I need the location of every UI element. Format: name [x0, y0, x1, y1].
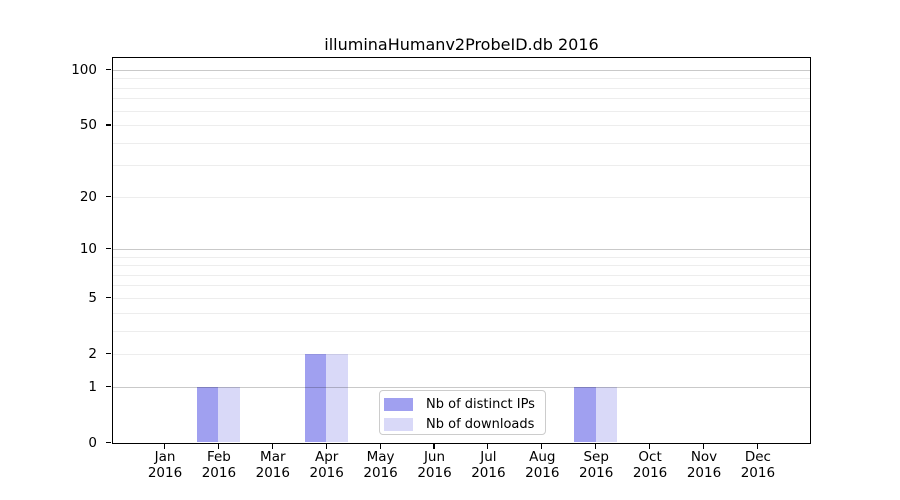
x-tick-label: Apr 2016: [292, 449, 362, 481]
bar-downloads-apr: [326, 353, 348, 443]
y-tick-label: 50: [79, 117, 97, 134]
y-gridline-minor: [112, 265, 810, 267]
x-tick-year: 2016: [525, 464, 560, 481]
x-tick-year: 2016: [201, 464, 237, 481]
x-tick: [487, 444, 489, 449]
y-tick: [106, 353, 111, 355]
y-tick-label: 0: [88, 434, 97, 451]
x-tick-year: 2016: [255, 464, 290, 481]
distinct-ips-label: Nb of distinct IPs: [426, 397, 535, 412]
x-tick-label: Mar 2016: [238, 449, 308, 481]
x-tick: [271, 444, 273, 449]
bar-downloads-sep: [595, 386, 618, 443]
x-tick-year: 2016: [417, 464, 452, 481]
x-tick-month: Sep: [583, 449, 609, 465]
x-tick: [217, 444, 219, 449]
x-tick: [756, 444, 758, 449]
x-tick: [541, 444, 543, 449]
y-gridline-major: [112, 386, 810, 388]
bar-downloads-feb: [218, 386, 240, 443]
legend-item-downloads: Nb of downloads: [380, 416, 545, 433]
x-tick-label: Sep 2016: [561, 449, 631, 481]
legend-item-distinct-ips: Nb of distinct IPs: [380, 396, 545, 413]
x-tick-label: Jan 2016: [130, 449, 200, 481]
y-tick-label: 20: [79, 188, 97, 205]
y-gridline-major: [112, 248, 810, 250]
x-tick-month: Oct: [638, 449, 662, 465]
x-tick-label: Oct 2016: [615, 449, 685, 481]
y-tick: [106, 196, 111, 198]
x-tick-year: 2016: [309, 464, 344, 481]
y-tick-label: 5: [88, 289, 97, 306]
bar-distinct-ips-feb: [196, 386, 219, 443]
x-tick-month: Nov: [690, 449, 718, 465]
x-tick-label: Jul 2016: [453, 449, 523, 481]
y-gridline-minor: [112, 142, 810, 144]
y-gridline-minor: [112, 285, 810, 287]
x-tick: [595, 444, 597, 449]
x-tick-label: Jun 2016: [400, 449, 470, 481]
x-tick-year: 2016: [147, 464, 183, 481]
y-gridline-minor: [112, 196, 810, 198]
bar-distinct-ips-apr: [304, 353, 327, 443]
x-tick: [379, 444, 381, 449]
x-tick: [163, 444, 166, 449]
downloads-label: Nb of downloads: [426, 417, 535, 432]
y-gridline-major: [112, 69, 810, 71]
bar-distinct-ips-sep: [574, 386, 596, 443]
downloads-swatch: [384, 418, 413, 431]
x-tick-month: Aug: [529, 449, 556, 465]
x-tick: [433, 444, 435, 449]
x-tick-month: Jun: [423, 449, 446, 465]
x-tick-year: 2016: [471, 464, 506, 481]
x-tick: [702, 444, 705, 449]
x-tick-label: Aug 2016: [507, 449, 577, 481]
y-tick-label: 2: [88, 345, 97, 362]
x-tick-month: Jul: [480, 449, 497, 465]
x-tick-year: 2016: [686, 464, 722, 481]
y-gridline-minor: [112, 125, 810, 127]
y-gridline-minor: [112, 256, 810, 258]
x-tick-month: May: [366, 449, 395, 465]
x-tick-month: Apr: [315, 449, 339, 465]
y-gridline-minor: [112, 274, 810, 276]
y-tick: [106, 248, 111, 250]
y-gridline-minor: [112, 165, 810, 167]
x-tick-year: 2016: [740, 464, 776, 481]
x-tick-year: 2016: [363, 464, 398, 481]
x-tick-label: May 2016: [346, 449, 416, 481]
y-tick: [106, 297, 111, 299]
y-gridline-minor: [112, 312, 810, 314]
x-tick-month: Dec: [744, 449, 771, 465]
y-tick-label: 1: [88, 378, 97, 395]
y-gridline-minor: [112, 98, 810, 100]
x-tick-month: Feb: [206, 449, 231, 465]
x-tick-month: Jan: [154, 449, 176, 465]
y-gridline-minor: [112, 353, 810, 355]
x-tick-year: 2016: [632, 464, 668, 481]
y-tick-label: 100: [71, 61, 97, 78]
y-gridline-minor: [112, 330, 810, 332]
x-tick: [649, 444, 651, 449]
plot-area: [106, 56, 811, 449]
y-tick: [106, 385, 111, 388]
legend: Nb of distinct IPs Nb of downloads: [379, 390, 546, 435]
x-tick-year: 2016: [579, 464, 614, 481]
distinct-ips-swatch: [384, 398, 413, 411]
y-tick-label: 10: [79, 240, 97, 257]
y-gridline-minor: [112, 297, 810, 299]
x-tick-label: Feb 2016: [184, 449, 254, 481]
y-gridline-minor: [112, 110, 810, 112]
x-tick-label: Dec 2016: [723, 449, 793, 481]
x-tick: [325, 444, 327, 449]
y-tick: [106, 124, 111, 126]
y-tick: [106, 69, 111, 71]
y-tick: [106, 441, 111, 444]
y-gridline-minor: [112, 78, 810, 80]
x-tick-label: Nov 2016: [669, 449, 739, 481]
x-tick-month: Mar: [260, 449, 286, 465]
y-gridline-minor: [112, 87, 810, 89]
chart-title: illuminaHumanv2ProbeID.db 2016: [324, 35, 599, 54]
